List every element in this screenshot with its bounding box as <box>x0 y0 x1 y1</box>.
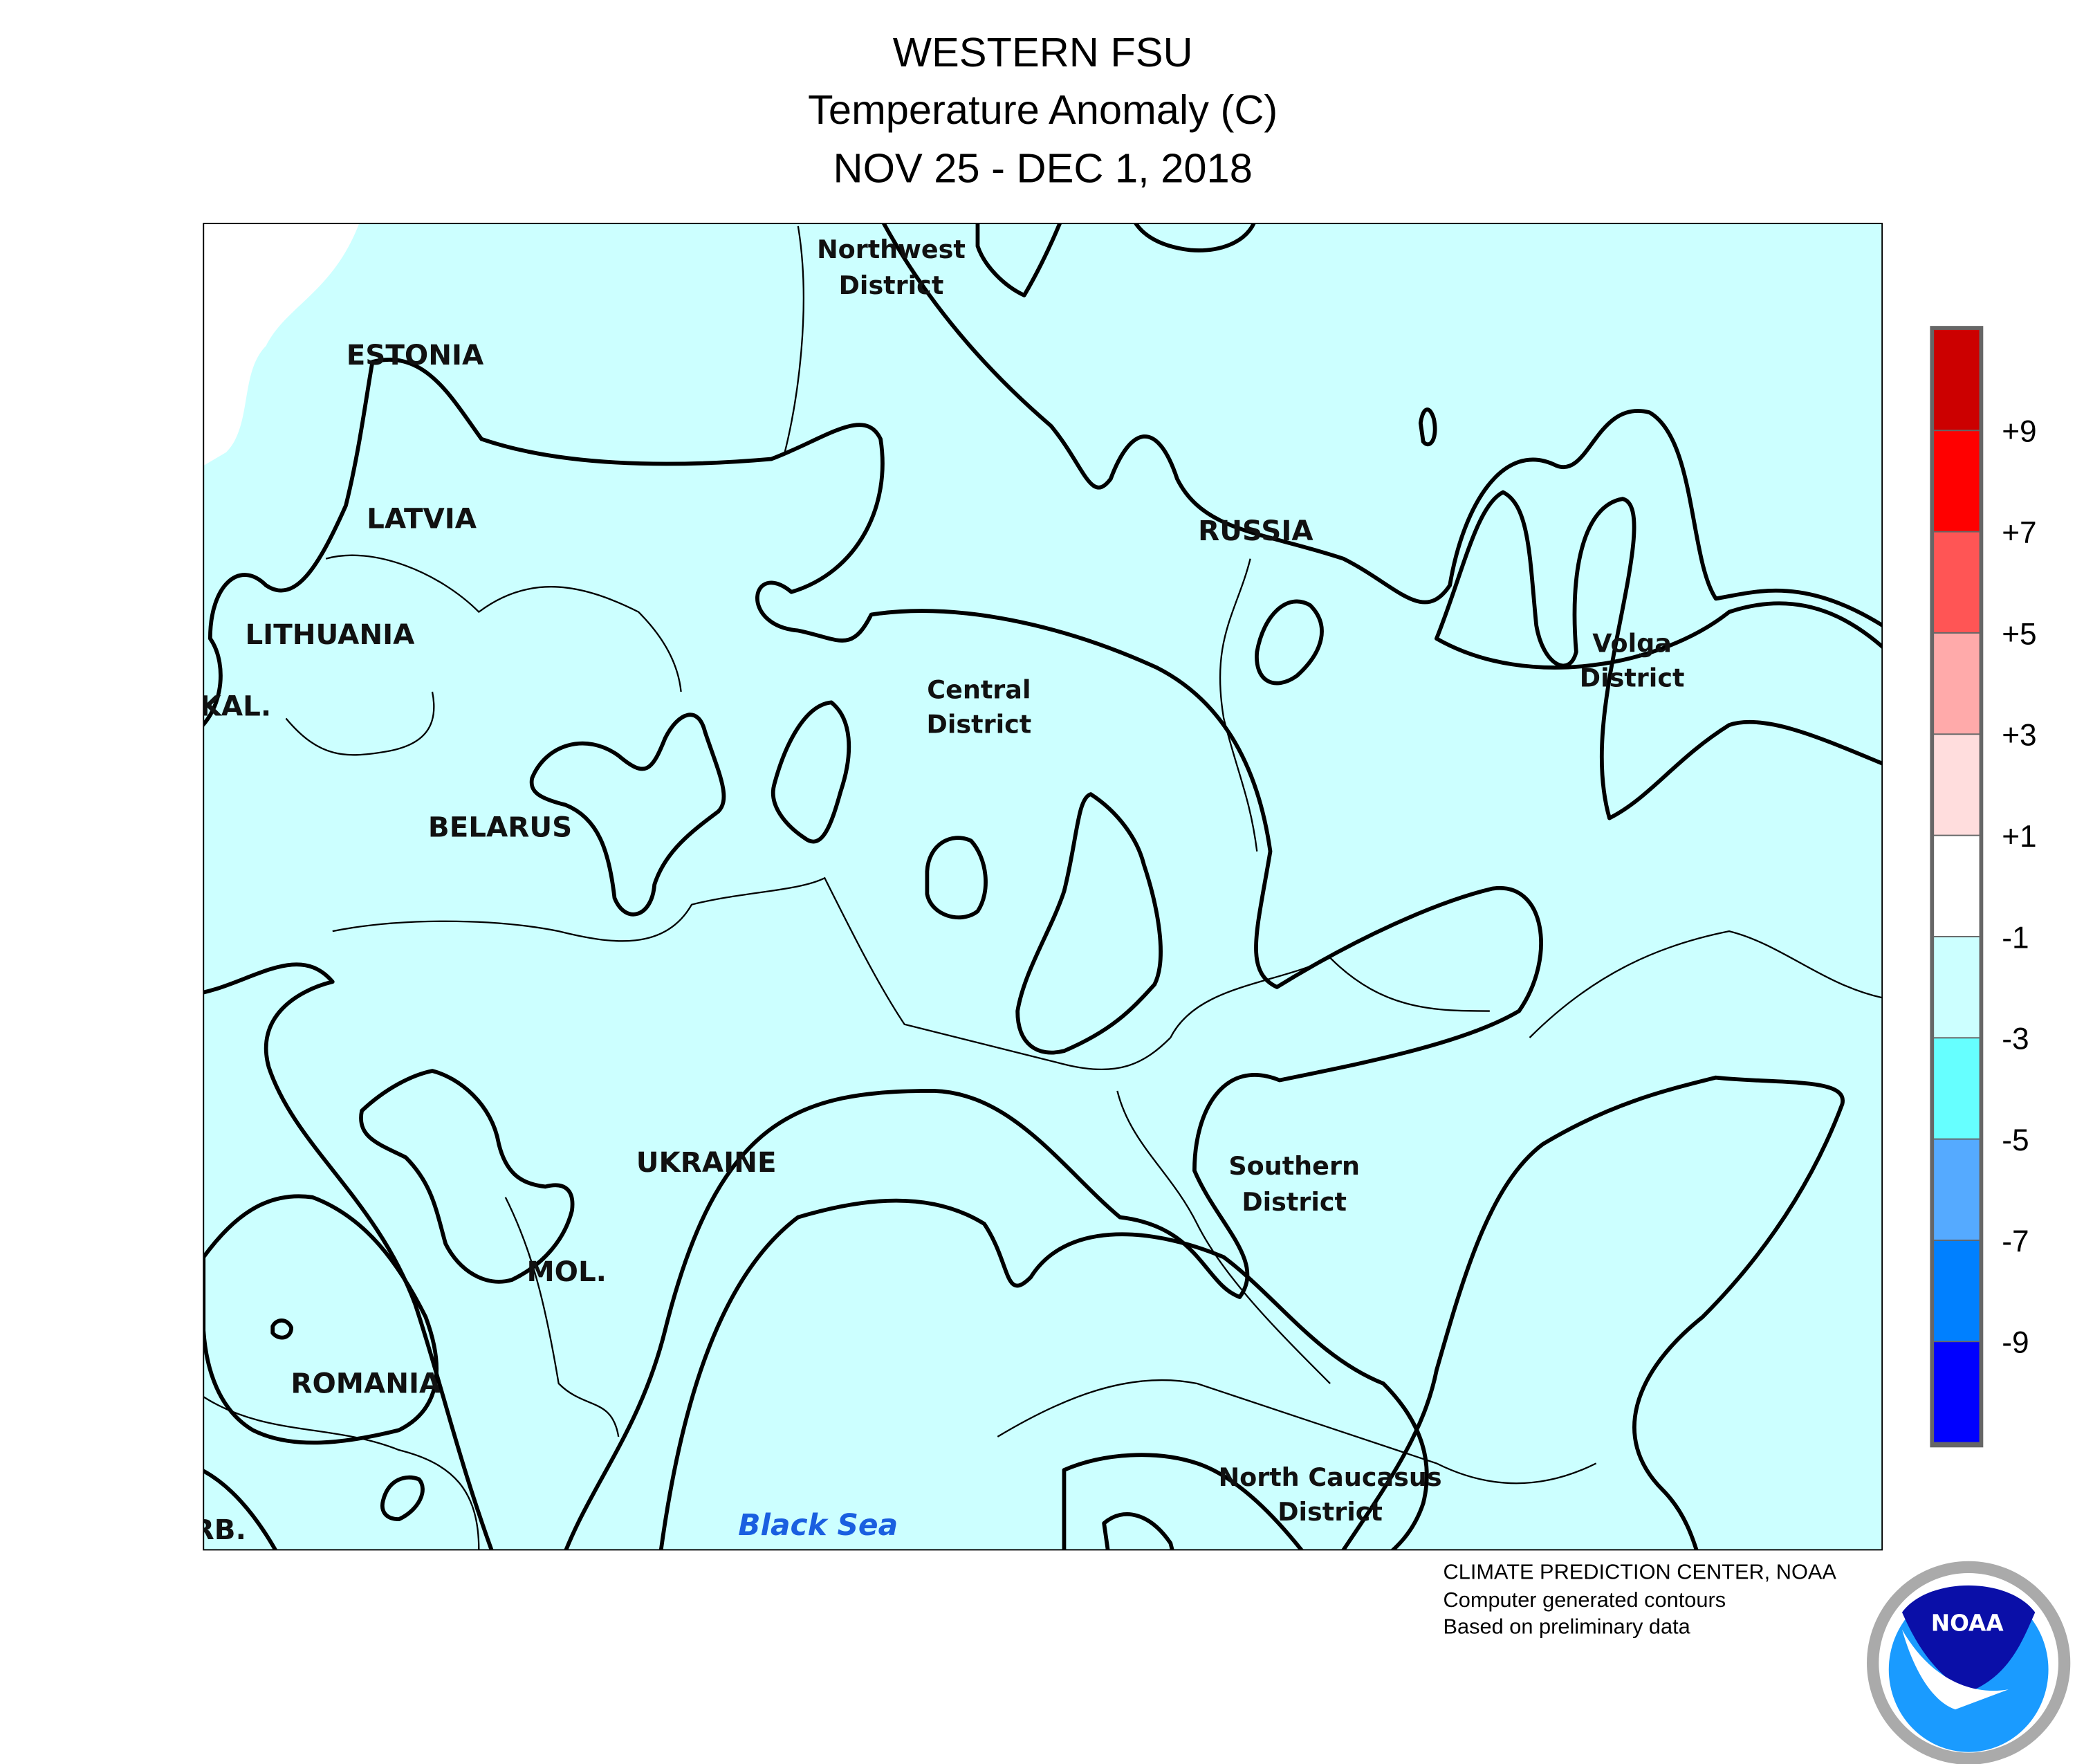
legend-tick-label: +7 <box>2002 516 2036 550</box>
anomaly-zone-central-small <box>925 836 988 919</box>
label-moldova: MOL. <box>526 1256 607 1288</box>
legend-swatch <box>1934 431 1980 531</box>
noaa-logo: NOAA <box>1867 1561 2071 1764</box>
label-romania: ROMANIA <box>290 1367 441 1399</box>
legend-tick-label: -3 <box>2002 1022 2029 1056</box>
label-estonia: ESTONIA <box>347 339 484 371</box>
credit-line-1: CLIMATE PREDICTION CENTER, NOAA <box>1444 1560 1837 1584</box>
label-central-district-2: District <box>927 710 1032 739</box>
label-southern-district-1: Southern <box>1228 1151 1360 1181</box>
anomaly-zone-north-pink <box>1133 223 1256 252</box>
label-north-caucasus-district-1: North Caucasus <box>1219 1462 1442 1492</box>
anomaly-zone-minus3-minus5-small <box>1255 599 1324 686</box>
legend-swatch <box>1934 1038 1980 1139</box>
anomaly-zone-ukraine-west <box>359 1069 575 1284</box>
label-volga-district-2: District <box>1580 663 1685 692</box>
anomaly-zone-caucasus-pink <box>1062 1453 1304 1550</box>
map-title: WESTERN FSU <box>893 29 1193 75</box>
country-borders <box>203 226 1883 1550</box>
legend-swatch <box>1934 937 1980 1038</box>
anomaly-zone-minus3-minus5 <box>203 358 1543 1550</box>
legend-tick-label: +1 <box>2002 820 2036 854</box>
anomaly-zone-near-normal-northwest <box>203 223 360 466</box>
label-volga-district-1: Volga <box>1592 628 1672 658</box>
label-russia: RUSSIA <box>1198 515 1313 547</box>
anomaly-zone-central-large <box>1015 792 1163 1055</box>
legend-tick-label: +9 <box>2002 415 2036 449</box>
label-lithuania: LITHUANIA <box>245 618 415 651</box>
color-legend: +9 +7 +5 +3 +1 -1 -3 -5 -7 -9 <box>1930 326 2037 1448</box>
anomaly-zone-plus3-plus5 <box>1102 1512 1174 1550</box>
label-serbia: RB. <box>193 1514 246 1546</box>
anomaly-zone-belarus <box>529 713 726 917</box>
anomaly-zone-near-normal-volga <box>1435 490 1883 820</box>
anomaly-zone-central-north <box>771 700 851 844</box>
noaa-logo-text: NOAA <box>1931 1610 2004 1637</box>
legend-swatch <box>1934 836 1980 936</box>
label-belarus: BELARUS <box>428 811 572 844</box>
label-northwest-district-1: Northwest <box>817 235 966 264</box>
map-frame <box>203 223 1883 1551</box>
map-labels: Northwest District ESTONIA LATVIA LITHUA… <box>193 235 1685 1546</box>
credit-line-2: Computer generated contours <box>1444 1588 1726 1612</box>
anomaly-zone-near-normal-north <box>881 223 1883 628</box>
anomaly-zone-romania-pink <box>270 1319 294 1340</box>
label-ukraine: UKRAINE <box>636 1146 777 1179</box>
legend-swatch <box>1934 1342 1980 1442</box>
legend-tick-label: +5 <box>2002 617 2036 651</box>
legend-swatch <box>1934 633 1980 734</box>
legend-tick-label: -9 <box>2002 1326 2029 1360</box>
legend-swatch <box>1934 1139 1980 1240</box>
legend-swatch <box>1934 329 1980 430</box>
legend-tick-label: -7 <box>2002 1224 2029 1258</box>
legend-tick-label: +3 <box>2002 719 2036 753</box>
label-northwest-district-2: District <box>839 270 944 300</box>
legend-swatch <box>1934 1240 1980 1341</box>
anomaly-zone-minus3-minus5-sw <box>380 1475 425 1522</box>
label-black-sea: Black Sea <box>738 1508 898 1542</box>
map-period: NOV 25 - DEC 1, 2018 <box>833 145 1253 191</box>
anomaly-zones-plus1-plus3 <box>270 223 1437 1550</box>
legend-tick-label: -1 <box>2002 921 2029 955</box>
legend-swatch <box>1934 735 1980 835</box>
map-area: Northwest District ESTONIA LATVIA LITHUA… <box>193 223 1883 1550</box>
anomaly-zones-minus7-minus9 <box>359 700 1163 1284</box>
label-central-district-1: Central <box>927 675 1031 705</box>
legend-swatch <box>1934 532 1980 632</box>
anomaly-zone-near-normal-romania <box>203 1194 439 1445</box>
anomaly-zone-near-normal-southeast <box>1340 1075 1845 1550</box>
anomaly-zone-near-normal-southwest-corner <box>203 1469 278 1550</box>
map-subtitle: Temperature Anomaly (C) <box>808 86 1278 133</box>
anomaly-zone-minus1-minus3 <box>203 223 1883 1550</box>
label-kaliningrad: KAL. <box>200 690 272 723</box>
anomaly-zone-northwest-pink <box>975 223 1062 297</box>
legend-tick-label: -5 <box>2002 1123 2029 1157</box>
label-latvia: LATVIA <box>367 502 477 535</box>
label-north-caucasus-district-2: District <box>1278 1497 1383 1527</box>
label-southern-district-2: District <box>1242 1187 1347 1217</box>
anomaly-zone-near-normal-black-sea <box>658 1198 1429 1550</box>
anomaly-zone-russia-pink <box>1418 407 1437 447</box>
credit-line-3: Based on preliminary data <box>1444 1615 1691 1639</box>
